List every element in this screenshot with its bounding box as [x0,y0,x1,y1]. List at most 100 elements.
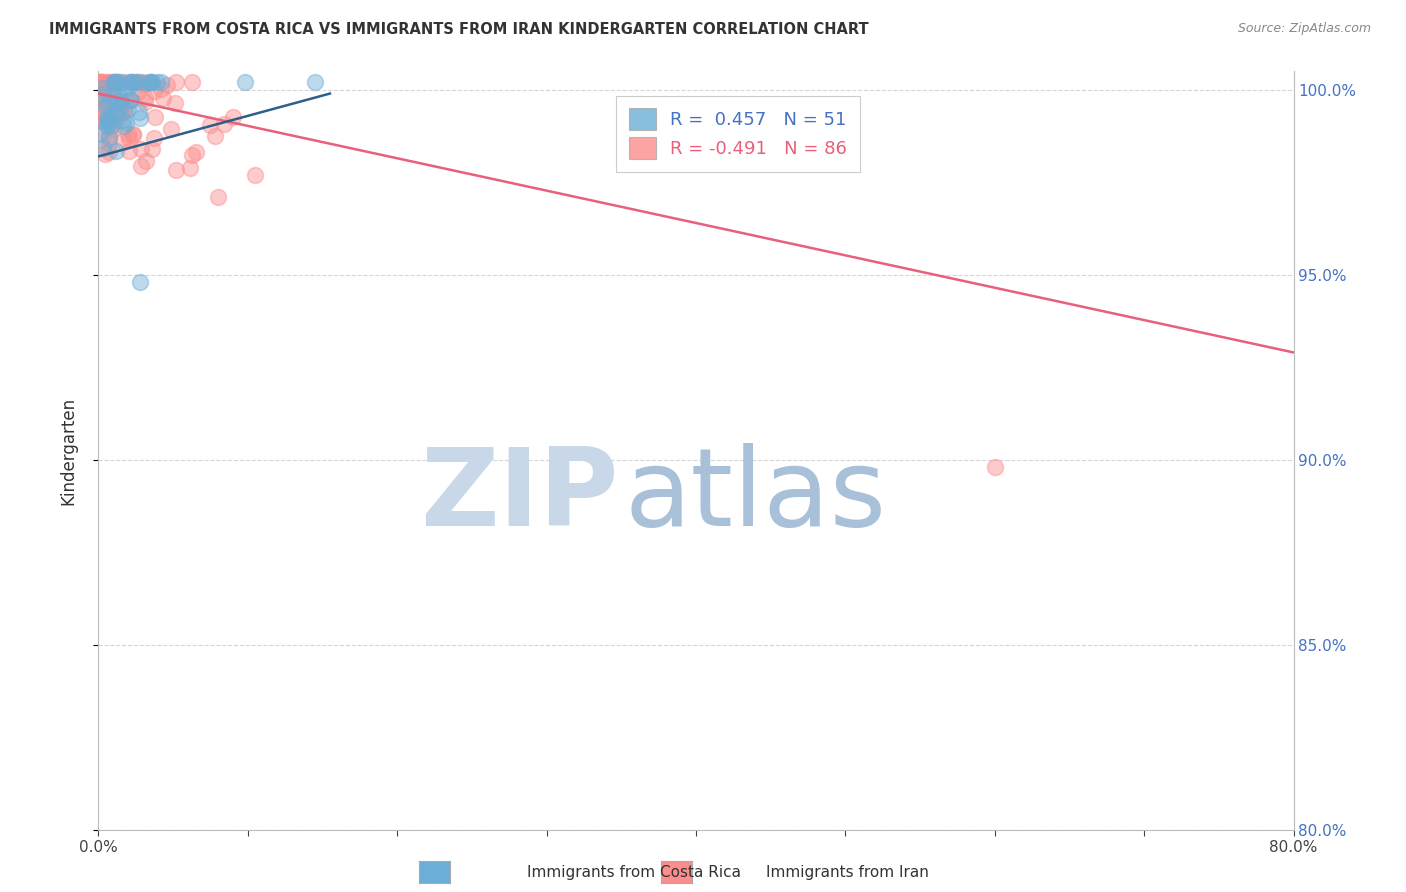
Point [121,75,143,89]
Point [150,81,173,95]
Point [97,99,120,113]
Point [129,275,152,289]
Point [89,126,111,140]
Point [96,80,118,95]
Point [93,75,115,89]
Point [107,85,129,99]
Point [97,75,120,89]
Point [89,85,111,99]
Point [124,75,146,89]
Point [89,83,111,97]
Point [103,75,125,89]
Point [152,91,174,105]
Point [110,106,132,120]
Point [150,75,173,89]
Point [141,75,163,89]
Point [93,83,115,97]
Point [110,75,132,89]
Point [120,75,142,89]
Point [112,102,135,116]
Point [98,112,121,126]
Point [165,162,187,177]
Text: IMMIGRANTS FROM COSTA RICA VS IMMIGRANTS FROM IRAN KINDERGARTEN CORRELATION CHAR: IMMIGRANTS FROM COSTA RICA VS IMMIGRANTS… [49,22,869,37]
Point [110,96,132,111]
Point [139,75,162,89]
Point [127,85,149,99]
Text: Immigrants from Costa Rica: Immigrants from Costa Rica [527,865,741,880]
Point [136,77,159,91]
Point [105,103,128,118]
Point [90,133,112,147]
Point [97,75,120,89]
Point [89,75,111,89]
Point [207,190,229,204]
Point [96,119,118,133]
Point [97,145,120,159]
Point [134,91,156,105]
Point [93,116,115,130]
Point [93,147,115,161]
Point [91,99,114,113]
Point [146,75,169,89]
Point [101,122,124,136]
Point [132,75,155,89]
Point [101,96,124,111]
Point [180,147,202,161]
Point [100,120,122,135]
Point [122,127,145,141]
Point [118,93,141,107]
Text: Immigrants from Iran: Immigrants from Iran [766,865,929,880]
Point [97,112,120,127]
Point [181,75,204,89]
Point [222,110,245,124]
Point [184,145,207,159]
Point [93,141,115,155]
Point [97,131,120,145]
Point [118,93,141,107]
Point [112,105,135,120]
Point [104,75,127,89]
Point [112,119,135,133]
Point [129,159,152,173]
Point [101,87,124,101]
Legend: R =  0.457   N = 51, R = -0.491   N = 86: R = 0.457 N = 51, R = -0.491 N = 86 [616,95,859,172]
Point [243,168,266,182]
Point [129,142,152,156]
Point [98,106,121,120]
Point [160,122,183,136]
Point [138,75,160,89]
Point [118,144,141,158]
Point [165,75,187,89]
Y-axis label: Kindergarten: Kindergarten [59,396,77,505]
Point [114,116,136,130]
Point [304,75,326,89]
Point [103,75,125,89]
Point [110,97,132,112]
Point [111,134,134,148]
Point [134,95,156,110]
Point [112,112,135,127]
Point [90,75,112,89]
Point [198,119,221,133]
Point [233,75,256,89]
Point [120,75,142,89]
Point [96,111,118,125]
Point [89,81,111,95]
Point [118,132,141,146]
Text: Source: ZipAtlas.com: Source: ZipAtlas.com [1237,22,1371,36]
Point [96,117,118,131]
Point [104,93,127,107]
Point [156,78,179,92]
Point [104,75,127,89]
Point [121,75,143,89]
Point [105,105,128,120]
Point [125,75,148,89]
Point [103,111,125,125]
Point [131,78,153,92]
Point [107,75,129,89]
Point [143,110,166,124]
Point [128,105,150,120]
Point [135,154,157,169]
Point [117,128,139,142]
Point [97,95,120,109]
